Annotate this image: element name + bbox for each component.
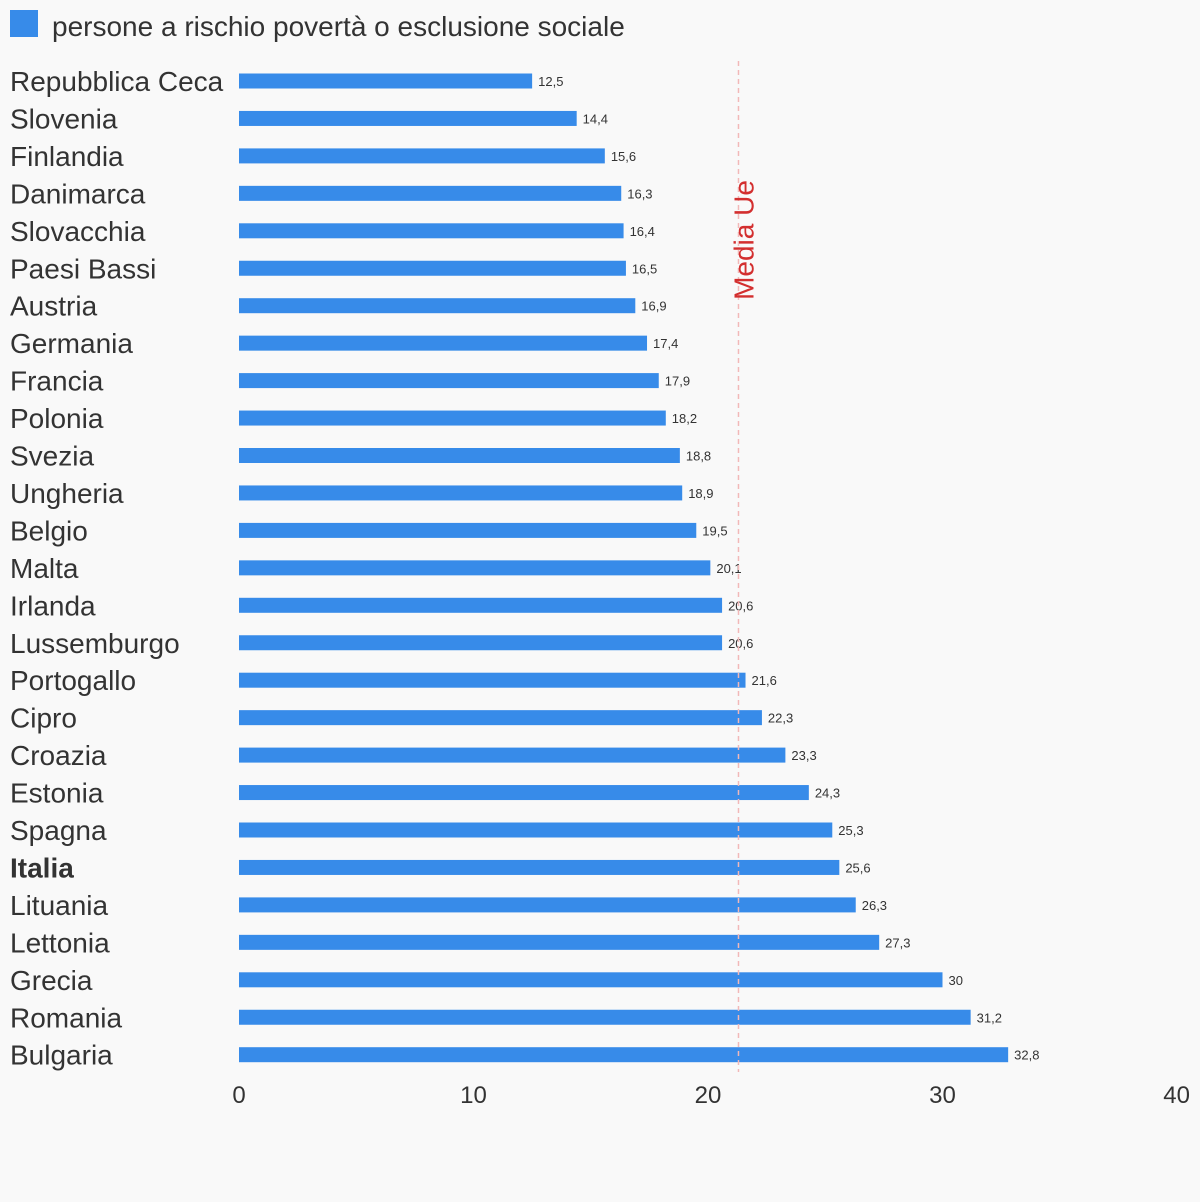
value-label: 30 <box>949 973 963 988</box>
bar-0 <box>239 73 533 89</box>
category-label: Irlanda <box>10 590 96 621</box>
category-label: Spagna <box>10 815 107 846</box>
legend: persone a rischio povertà o esclusione s… <box>10 10 625 42</box>
category-label: Germania <box>10 328 133 359</box>
category-label: Finlandia <box>10 141 124 172</box>
x-tick-label: 20 <box>695 1082 722 1109</box>
value-label: 20,1 <box>716 561 741 576</box>
category-label: Polonia <box>10 403 104 434</box>
category-label: Lussemburgo <box>10 628 180 659</box>
category-label: Bulgaria <box>10 1040 113 1071</box>
value-label: 25,6 <box>845 860 870 875</box>
bar-10 <box>239 448 680 463</box>
reference-line-label: Media Ue <box>728 180 759 300</box>
bar-23 <box>239 934 880 950</box>
value-label: 16,3 <box>627 186 652 201</box>
value-label: 31,2 <box>977 1010 1002 1025</box>
bar-19 <box>239 785 809 801</box>
value-label: 16,4 <box>630 224 655 239</box>
category-label: Belgio <box>10 515 88 546</box>
category-label: Slovacchia <box>10 216 146 247</box>
category-label: Italia <box>10 852 74 883</box>
category-label: Slovenia <box>10 103 118 134</box>
bar-16 <box>239 672 746 688</box>
bar-25 <box>239 1009 971 1025</box>
bar-1 <box>239 110 577 126</box>
value-label: 26,3 <box>862 898 887 913</box>
value-label: 12,5 <box>538 74 563 89</box>
x-tick-label: 0 <box>232 1082 245 1109</box>
value-label: 22,3 <box>768 711 793 726</box>
category-label: Francia <box>10 366 104 397</box>
value-label: 16,9 <box>641 299 666 314</box>
category-label: Repubblica Ceca <box>10 66 224 97</box>
value-label: 18,9 <box>688 486 713 501</box>
value-label: 21,6 <box>752 673 777 688</box>
bar-20 <box>239 822 833 838</box>
bar-5 <box>239 260 626 276</box>
value-label: 25,3 <box>838 823 863 838</box>
value-label: 19,5 <box>702 523 727 538</box>
bar-12 <box>239 522 697 538</box>
reference-line-group: Media Ue <box>728 61 759 1072</box>
legend-swatch <box>10 10 38 37</box>
x-tick-label: 10 <box>460 1082 487 1109</box>
bar-8 <box>239 373 659 389</box>
value-label: 14,4 <box>583 111 608 126</box>
category-label: Portogallo <box>10 665 136 696</box>
category-label: Croazia <box>10 740 107 771</box>
bar-22 <box>239 897 856 913</box>
value-label: 27,3 <box>885 935 910 950</box>
bar-2 <box>239 148 605 164</box>
value-label: 18,8 <box>686 449 711 464</box>
category-label: Svezia <box>10 441 94 472</box>
bars <box>239 73 1009 1063</box>
bar-26 <box>239 1047 1009 1063</box>
x-axis: 0 10 20 30 40 <box>232 1082 1190 1109</box>
value-label: 17,4 <box>653 336 678 351</box>
category-label: Grecia <box>10 965 93 996</box>
value-label: 18,2 <box>672 411 697 426</box>
category-label: Danimarca <box>10 178 146 209</box>
bar-14 <box>239 597 723 613</box>
category-label: Austria <box>10 291 98 322</box>
bar-21 <box>239 859 840 875</box>
bar-6 <box>239 298 636 314</box>
category-label: Paesi Bassi <box>10 253 156 284</box>
category-label: Cipro <box>10 703 77 734</box>
bar-7 <box>239 335 648 351</box>
category-labels: Repubblica Ceca Slovenia Finlandia Danimarc… <box>10 66 224 1071</box>
x-tick-label: 40 <box>1163 1082 1190 1109</box>
bar-3 <box>239 185 622 201</box>
category-label: Estonia <box>10 778 104 809</box>
category-label: Malta <box>10 553 79 584</box>
bar-9 <box>239 410 666 426</box>
bar-4 <box>239 223 624 239</box>
bar-11 <box>239 485 683 501</box>
x-tick-label: 30 <box>929 1082 956 1109</box>
bar-17 <box>239 710 762 726</box>
bar-15 <box>239 635 723 651</box>
value-label: 24,3 <box>815 786 840 801</box>
value-label: 32,8 <box>1014 1048 1039 1063</box>
value-label: 20,6 <box>728 636 753 651</box>
value-label: 17,9 <box>665 374 690 389</box>
category-label: Lituania <box>10 890 109 921</box>
category-label: Ungheria <box>10 478 124 509</box>
value-label: 15,6 <box>611 149 636 164</box>
value-label: 16,5 <box>632 261 657 276</box>
category-label: Lettonia <box>10 927 110 958</box>
legend-label: persone a rischio povertà o esclusione s… <box>52 11 625 42</box>
bar-18 <box>239 747 786 763</box>
category-label: Romania <box>10 1002 122 1033</box>
value-label: 20,6 <box>728 598 753 613</box>
bar-13 <box>239 560 711 576</box>
bar-24 <box>239 972 943 988</box>
value-label: 23,3 <box>791 748 816 763</box>
value-labels: 12,5 14,4 15,6 16,3 16,4 16,5 16,9 17,4 17,9 18,2… <box>538 74 1039 1063</box>
